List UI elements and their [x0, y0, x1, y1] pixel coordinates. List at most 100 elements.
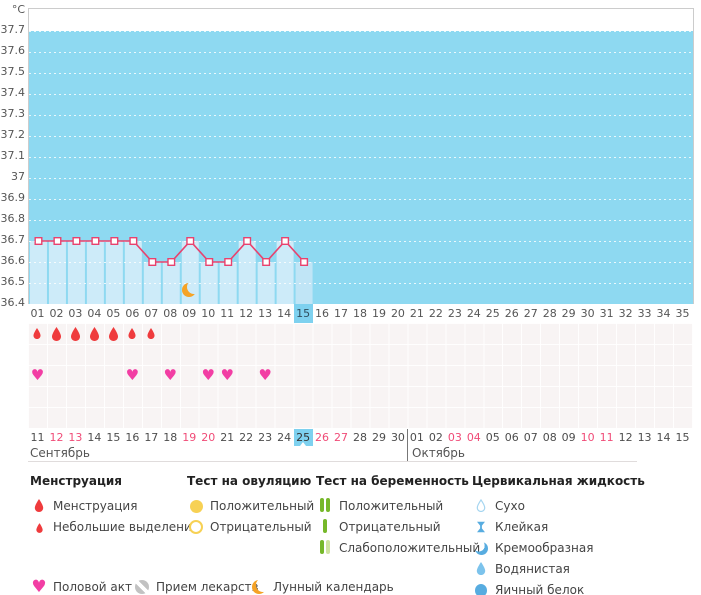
calendar-date-cell[interactable]: 16 [125, 431, 140, 444]
cycle-day-cell[interactable]: 17 [334, 307, 349, 320]
cycle-day-cell[interactable]: 25 [485, 307, 500, 320]
temperature-marker[interactable] [91, 236, 100, 245]
calendar-date-cell[interactable]: 20 [201, 431, 216, 444]
cycle-day-cell[interactable]: 23 [447, 307, 462, 320]
temperature-marker[interactable] [262, 257, 271, 266]
cycle-day-cell[interactable]: 02 [49, 307, 64, 320]
cycle-day-cell[interactable]: 29 [561, 307, 576, 320]
cycle-day-cell[interactable]: 19 [371, 307, 386, 320]
calendar-date-cell[interactable]: 12 [618, 431, 633, 444]
calendar-date-cell[interactable]: 12 [49, 431, 64, 444]
calendar-date-cell[interactable]: 15 [106, 431, 121, 444]
cycle-day-cell[interactable]: 30 [580, 307, 595, 320]
temperature-marker[interactable] [186, 236, 195, 245]
cycle-day-cell[interactable]: 21 [409, 307, 424, 320]
calendar-date-cell[interactable]: 04 [466, 431, 481, 444]
calendar-date-cell[interactable]: 10 [580, 431, 595, 444]
temperature-marker[interactable] [129, 236, 138, 245]
cycle-day-cell[interactable]: 28 [542, 307, 557, 320]
calendar-date-cell[interactable]: 08 [542, 431, 557, 444]
cycle-day-cell[interactable]: 33 [637, 307, 652, 320]
cycle-day-cell[interactable]: 27 [523, 307, 538, 320]
calendar-date-cell[interactable]: 18 [163, 431, 178, 444]
legend-item: Положительный [187, 496, 314, 516]
cycle-day-cell[interactable]: 35 [675, 307, 690, 320]
heart-icon: ♥ [31, 576, 47, 595]
calendar-date-cell[interactable]: 15 [675, 431, 690, 444]
test-one-bar-icon [322, 518, 328, 537]
cycle-day-cell[interactable]: 08 [163, 307, 178, 320]
cycle-day-cell[interactable]: 10 [201, 307, 216, 320]
temperature-marker[interactable] [243, 236, 252, 245]
cycle-day-cell[interactable]: 31 [599, 307, 614, 320]
cycle-day-cell[interactable]: 26 [504, 307, 519, 320]
temperature-day-bar [181, 241, 199, 304]
calendar-date-cell[interactable]: 06 [504, 431, 519, 444]
calendar-date-cell[interactable]: 26 [315, 431, 330, 444]
cycle-day-cell[interactable]: 12 [239, 307, 254, 320]
calendar-date-cell[interactable]: 21 [220, 431, 235, 444]
cycle-day-cell[interactable]: 24 [466, 307, 481, 320]
cycle-day-cell[interactable]: 05 [106, 307, 121, 320]
cycle-day-cell[interactable]: 01 [30, 307, 45, 320]
calendar-date-cell-selected[interactable]: 25 [293, 429, 313, 446]
legend-icon-holder [316, 539, 334, 558]
calendar-date-cell[interactable]: 22 [239, 431, 254, 444]
legend-item-label: Небольшие выделения [53, 520, 200, 534]
cycle-day-cell[interactable]: 20 [390, 307, 405, 320]
cycle-day-cell[interactable]: 18 [352, 307, 367, 320]
temperature-marker[interactable] [53, 236, 62, 245]
calendar-date-cell[interactable]: 24 [277, 431, 292, 444]
calendar-date-cell[interactable]: 17 [144, 431, 159, 444]
cycle-day-cell[interactable]: 32 [618, 307, 633, 320]
calendar-date-cell[interactable]: 02 [428, 431, 443, 444]
calendar-date-cell[interactable]: 09 [561, 431, 576, 444]
cycle-day-cell[interactable]: 16 [315, 307, 330, 320]
cycle-day-cell-selected[interactable]: 15 [293, 304, 313, 323]
calendar-date-cell[interactable]: 14 [656, 431, 671, 444]
temperature-marker[interactable] [72, 236, 81, 245]
temperature-plot[interactable] [28, 8, 694, 304]
legend-section-title: Тест на беременность [316, 474, 469, 488]
calendar-date-cell[interactable]: 30 [390, 431, 405, 444]
calendar-date-cell[interactable]: 29 [371, 431, 386, 444]
calendar-date-cell[interactable]: 23 [258, 431, 273, 444]
cycle-day-cell[interactable]: 07 [144, 307, 159, 320]
calendar-date-cell[interactable]: 14 [87, 431, 102, 444]
calendar-date-cell[interactable]: 19 [182, 431, 197, 444]
calendar-date-cell[interactable]: 28 [352, 431, 367, 444]
cycle-day-cell[interactable]: 04 [87, 307, 102, 320]
calendar-date-cell[interactable]: 01 [409, 431, 424, 444]
menstruation-drop-icon [47, 323, 66, 344]
calendar-date-cell[interactable]: 13 [68, 431, 83, 444]
temperature-marker[interactable] [300, 257, 309, 266]
cycle-day-cell[interactable]: 22 [428, 307, 443, 320]
calendar-date-cell[interactable]: 27 [334, 431, 349, 444]
cycle-day-cell[interactable]: 13 [258, 307, 273, 320]
calendar-date-cell[interactable]: 11 [599, 431, 614, 444]
temperature-marker[interactable] [148, 257, 157, 266]
cycle-day-cell[interactable]: 34 [656, 307, 671, 320]
cycle-day-cell[interactable]: 14 [277, 307, 292, 320]
temperature-marker[interactable] [224, 257, 233, 266]
cycle-day-cell[interactable]: 06 [125, 307, 140, 320]
calendar-date-cell[interactable]: 07 [523, 431, 538, 444]
cycle-day-cell[interactable]: 03 [68, 307, 83, 320]
month-label-october: Октябрь [412, 446, 465, 460]
calendar-date-cell[interactable]: 05 [485, 431, 500, 444]
y-tick-label: 37.3 [0, 107, 26, 120]
cycle-day-cell[interactable]: 09 [182, 307, 197, 320]
temperature-day-bar [48, 241, 66, 304]
temperature-marker[interactable] [34, 236, 43, 245]
temperature-marker[interactable] [205, 257, 214, 266]
temperature-marker[interactable] [281, 236, 290, 245]
calendar-date-cell[interactable]: 13 [637, 431, 652, 444]
legend-item: Положительный [316, 496, 443, 516]
legend-item: Слабоположительный [316, 538, 480, 558]
cycle-day-cell[interactable]: 11 [220, 307, 235, 320]
calendar-date-cell[interactable]: 03 [447, 431, 462, 444]
temperature-day-bar [105, 241, 123, 304]
temperature-marker[interactable] [167, 257, 176, 266]
calendar-date-cell[interactable]: 11 [30, 431, 45, 444]
temperature-marker[interactable] [110, 236, 119, 245]
